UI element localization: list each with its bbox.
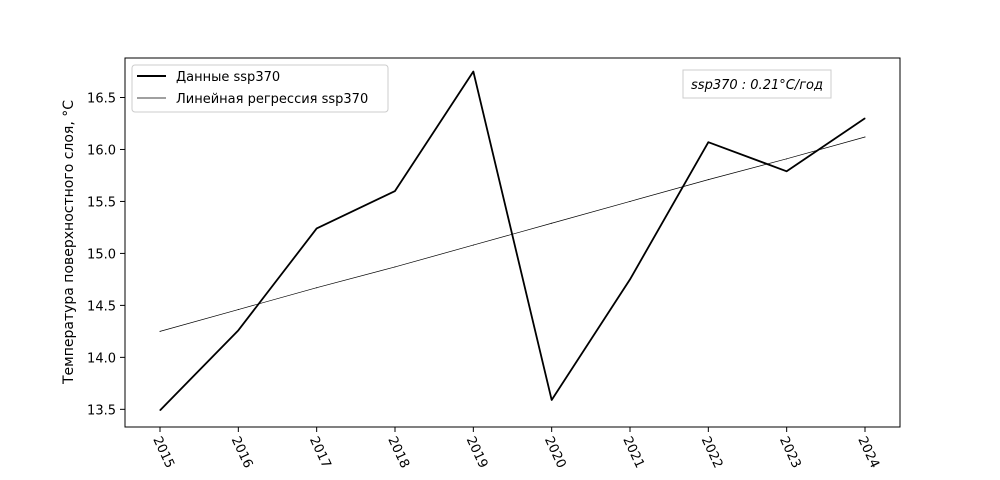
data-point (707, 141, 709, 143)
x-tick-label: 2015 (149, 434, 177, 470)
annotation-text: ssp370 : 0.21°C/год (691, 78, 823, 93)
data-point (394, 190, 396, 192)
data-point (786, 170, 788, 172)
y-tick-label: 13.5 (87, 403, 116, 418)
x-tick-label: 2024 (854, 434, 882, 470)
x-tick-label: 2022 (698, 434, 726, 470)
regression-point (316, 287, 318, 289)
data-point (629, 278, 631, 280)
legend-label-data: Данные ssp370 (176, 70, 280, 85)
regression-point (864, 136, 866, 138)
y-tick-label: 16.5 (87, 91, 116, 106)
series-line-data (159, 70, 866, 411)
annotation-box (682, 69, 832, 99)
plot-area (124, 57, 901, 428)
y-axis-label: Температура поверхностного слоя, °C (61, 100, 77, 385)
y-tick-label: 14.0 (87, 351, 116, 366)
series-group (159, 70, 866, 411)
x-tick-label: 2018 (384, 434, 412, 470)
x-tick-label: 2020 (541, 434, 569, 470)
legend-box (131, 64, 389, 113)
slope-annotation: ssp370 : 0.21°C/год (682, 69, 832, 99)
x-tick-label: 2016 (228, 434, 256, 470)
y-tick-label: 15.0 (87, 247, 116, 262)
data-point (316, 227, 318, 229)
regression-point (707, 179, 709, 181)
data-point (472, 71, 474, 73)
data-point (864, 117, 866, 119)
legend: Данные ssp370 Линейная регрессия ssp370 (131, 64, 389, 113)
regression-point (394, 266, 396, 268)
y-tick-label: 16.0 (87, 143, 116, 158)
regression-point (551, 222, 553, 224)
y-tick-label: 14.5 (87, 299, 116, 314)
series-line-regression (159, 136, 866, 332)
data-point (551, 399, 553, 401)
x-axis-ticks: 2015 2016 2017 2018 2019 2020 2021 2022 2023 2024 (149, 427, 882, 471)
regression-point (472, 244, 474, 246)
regression-point (237, 309, 239, 311)
x-tick-label: 2019 (463, 434, 491, 470)
x-tick-label: 2021 (619, 434, 647, 470)
data-point (159, 409, 161, 411)
y-axis-ticks: 13.5 14.0 14.5 15.0 15.5 16.0 16.5 (87, 91, 125, 418)
y-tick-label: 15.5 (87, 195, 116, 210)
legend-label-regression: Линейная регрессия ssp370 (176, 92, 368, 107)
x-tick-label: 2017 (306, 434, 334, 470)
regression-point (786, 158, 788, 160)
data-point (237, 329, 239, 331)
regression-point (159, 330, 161, 332)
regression-point (629, 200, 631, 202)
x-tick-label: 2023 (776, 434, 804, 470)
